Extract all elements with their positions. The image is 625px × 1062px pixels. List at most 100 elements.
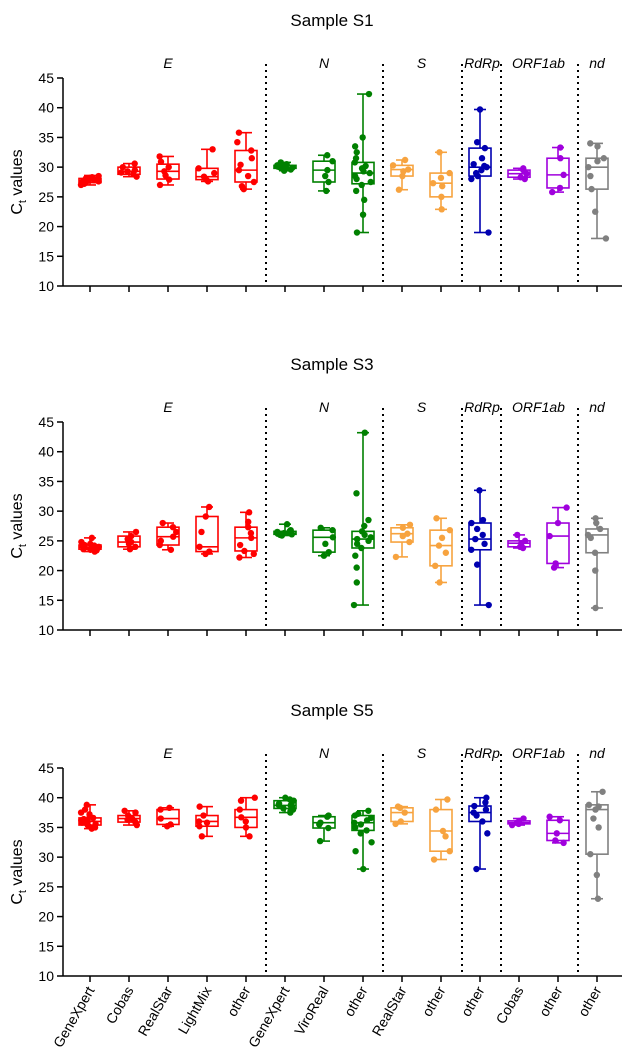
data-point xyxy=(88,174,96,181)
data-point xyxy=(195,165,202,172)
data-point xyxy=(592,208,599,215)
data-point xyxy=(324,166,331,174)
x-tick-label: RealStar xyxy=(135,983,176,1038)
y-axis-label: Ct values xyxy=(9,493,29,558)
data-point xyxy=(329,534,337,541)
data-point xyxy=(479,818,486,825)
data-point xyxy=(131,166,139,174)
data-point xyxy=(360,865,367,873)
data-point xyxy=(556,817,564,824)
y-tick-label: 10 xyxy=(38,622,54,638)
x-tick-label: other xyxy=(341,983,371,1019)
data-point xyxy=(241,547,248,555)
data-point xyxy=(435,542,443,549)
gene-group-label: RdRp xyxy=(464,399,500,415)
y-tick-label: 45 xyxy=(38,70,54,86)
box-13 xyxy=(546,504,570,571)
data-point xyxy=(587,140,594,147)
data-point xyxy=(442,833,449,840)
data-point xyxy=(482,799,489,806)
data-point xyxy=(161,168,168,175)
data-point xyxy=(354,810,362,817)
data-point xyxy=(351,143,359,150)
data-point xyxy=(395,186,403,193)
data-point xyxy=(595,803,602,810)
data-point xyxy=(593,871,601,879)
data-point xyxy=(593,519,600,527)
data-point xyxy=(202,513,209,520)
gene-group-label: S xyxy=(417,399,427,415)
data-point xyxy=(473,561,481,568)
data-point xyxy=(250,550,258,558)
data-point xyxy=(406,521,414,529)
data-point xyxy=(594,895,602,902)
data-point xyxy=(367,534,374,541)
data-point xyxy=(159,519,166,527)
data-point xyxy=(247,529,255,537)
data-point xyxy=(484,830,491,837)
data-point xyxy=(200,173,208,180)
box-iqr xyxy=(429,529,453,567)
data-point xyxy=(198,833,206,840)
box-11 xyxy=(468,794,492,873)
box-13 xyxy=(546,813,570,847)
y-tick-label: 20 xyxy=(38,219,54,235)
data-point xyxy=(167,821,174,828)
data-point xyxy=(320,552,328,559)
data-point xyxy=(471,802,478,810)
data-point xyxy=(248,155,256,162)
data-point xyxy=(118,169,125,176)
data-point xyxy=(437,174,445,182)
box-2 xyxy=(117,528,141,553)
data-point xyxy=(195,818,203,825)
data-point xyxy=(289,164,296,171)
data-point xyxy=(520,165,527,172)
data-point xyxy=(322,172,329,180)
box-8 xyxy=(350,429,375,609)
gene-group-label: ORF1ab xyxy=(512,55,565,71)
data-point xyxy=(401,809,408,816)
data-point xyxy=(357,821,365,828)
data-point xyxy=(485,601,492,609)
box-10 xyxy=(429,149,453,213)
data-point xyxy=(236,806,243,813)
box-3 xyxy=(156,153,180,189)
data-point xyxy=(446,169,453,177)
data-point xyxy=(365,807,372,814)
gene-group-label: E xyxy=(163,745,173,761)
data-point xyxy=(399,524,407,531)
box-1 xyxy=(77,172,102,189)
data-point xyxy=(596,525,604,533)
data-point xyxy=(275,800,283,807)
data-point xyxy=(280,805,287,812)
y-tick-label: 20 xyxy=(38,563,54,579)
y-tick-label: 15 xyxy=(38,938,54,954)
data-point xyxy=(353,229,361,236)
data-point xyxy=(367,178,374,186)
data-point xyxy=(92,820,99,828)
data-point xyxy=(353,540,361,548)
box-iqr xyxy=(312,529,336,553)
data-point xyxy=(167,546,175,553)
data-point xyxy=(353,149,360,156)
data-point xyxy=(397,818,404,825)
box-6 xyxy=(273,159,297,174)
data-point xyxy=(439,182,446,190)
data-point xyxy=(472,169,480,177)
box-1 xyxy=(78,534,102,555)
data-point xyxy=(165,163,172,171)
data-point xyxy=(357,830,364,837)
data-point xyxy=(358,544,365,552)
data-point xyxy=(432,562,439,570)
data-point xyxy=(470,809,477,816)
data-point xyxy=(595,824,602,831)
x-tick-label: GeneXpert xyxy=(50,983,98,1050)
x-tick-label: RealStar xyxy=(369,983,410,1038)
data-point xyxy=(317,524,324,531)
data-point xyxy=(468,175,475,183)
data-point xyxy=(521,537,529,545)
data-point xyxy=(470,160,477,168)
y-axis-label: Ct values xyxy=(9,839,29,904)
data-point xyxy=(429,179,437,187)
